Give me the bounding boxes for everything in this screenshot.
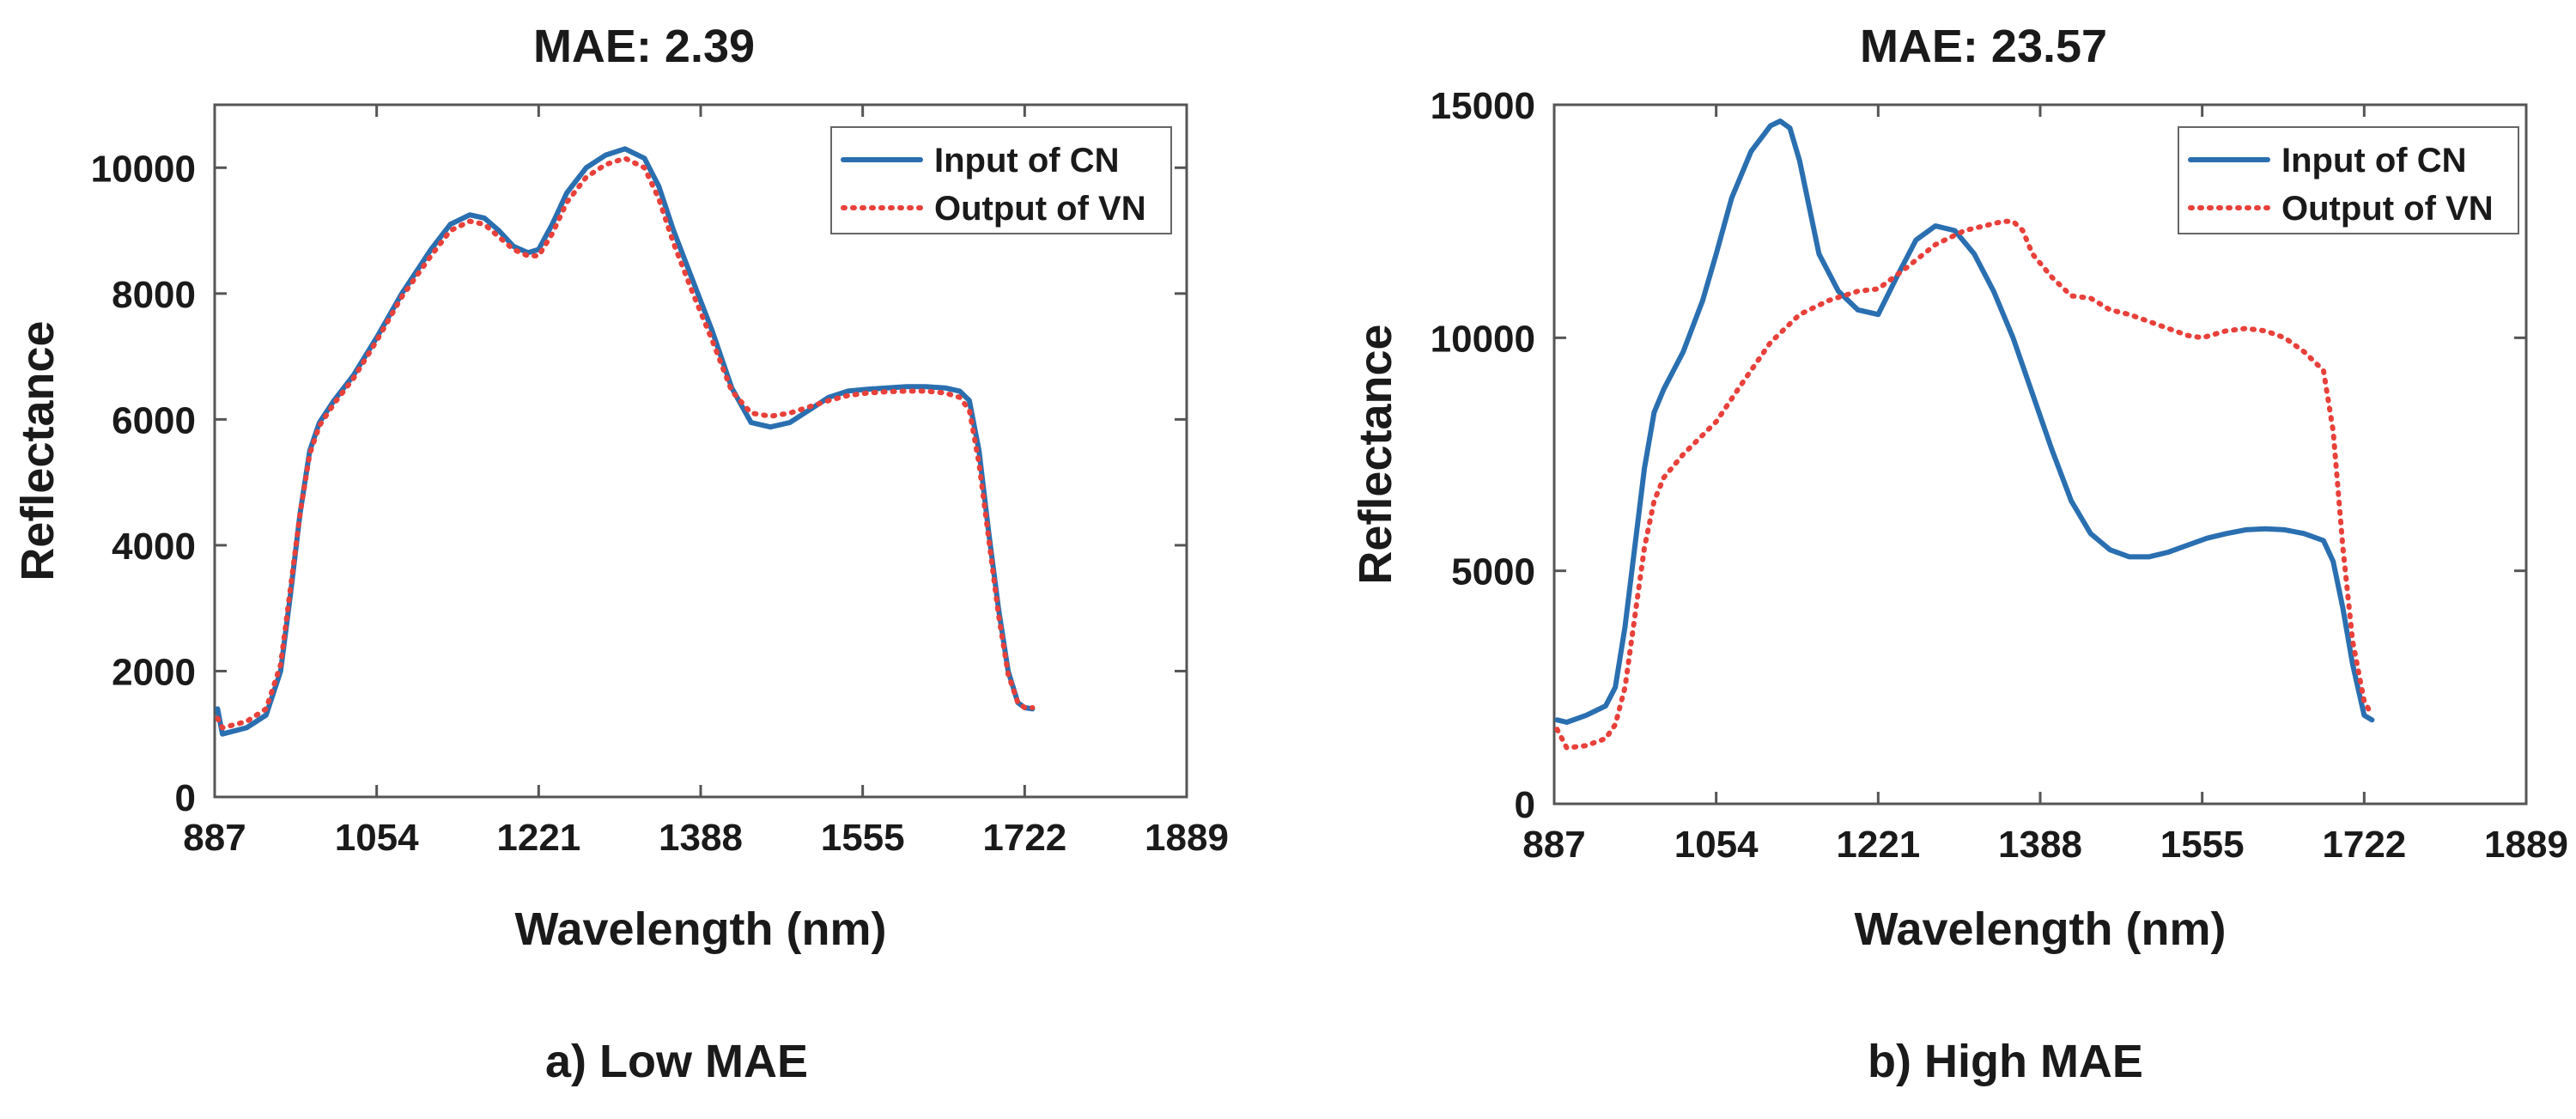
legend-box	[830, 126, 1172, 234]
series-line-input-of-cn	[1554, 119, 2375, 725]
y-tick-label: 10000	[91, 148, 196, 190]
x-tick-label: 1388	[659, 817, 743, 859]
x-tick-label: 887	[183, 817, 246, 859]
y-tick-label: 10000	[1431, 318, 1535, 360]
x-tick-label: 1388	[1998, 824, 2082, 866]
x-tick-label: 1054	[1674, 824, 1759, 866]
y-tick-label: 0	[1515, 784, 1535, 826]
chart-title: MAE: 2.39	[533, 21, 755, 72]
legend-label: Input of CN	[934, 142, 1120, 179]
x-tick-label: 1889	[1145, 817, 1229, 859]
x-tick-label: 1221	[1836, 824, 1920, 866]
y-tick-label: 15000	[1431, 85, 1535, 127]
y-tick-label: 4000	[112, 526, 196, 568]
x-tick-label: 887	[1522, 824, 1585, 866]
y-tick-label: 6000	[112, 399, 196, 441]
x-tick-label: 1722	[2322, 824, 2406, 866]
x-tick-label: 1054	[335, 817, 419, 859]
y-tick-label: 0	[175, 777, 196, 819]
series-line-input-of-cn	[215, 146, 1036, 737]
x-tick-label: 1555	[821, 817, 905, 859]
legend-label: Output of VN	[2281, 190, 2494, 228]
x-axis-label: Wavelength (nm)	[1854, 903, 2226, 955]
series-line-output-of-vn	[1554, 218, 2375, 751]
chart-high-mae: 887 1054 1221 1388 1555 1722 1889 0 5000 10000 150…	[1350, 21, 2568, 955]
chart-title: MAE: 23.57	[1860, 21, 2107, 72]
y-tick-label: 8000	[112, 274, 196, 316]
y-tick-label: 2000	[112, 651, 196, 693]
x-tick-label: 1555	[2160, 824, 2245, 866]
x-tick-label: 1221	[496, 817, 580, 859]
legend: Input of CN Output of VN	[2178, 126, 2519, 234]
y-tick-label: 5000	[1451, 551, 1535, 593]
series-line-output-of-vn	[215, 155, 1036, 731]
y-axis-label: Reflectance	[1350, 324, 1401, 584]
legend-box	[2178, 126, 2519, 234]
legend: Input of CN Output of VN	[830, 126, 1172, 234]
legend-label: Input of CN	[2281, 142, 2467, 179]
subfigure-caption-a: a) Low MAE	[545, 1036, 808, 1087]
chart-low-mae: 887 1054 1221 1388 1555 1722 1889 0 2000 4000 6000…	[12, 21, 1229, 955]
x-axis-label: Wavelength (nm)	[514, 903, 886, 955]
subfigure-caption-b: b) High MAE	[1868, 1036, 2143, 1087]
x-tick-label: 1722	[982, 817, 1066, 859]
legend-label: Output of VN	[934, 190, 1146, 228]
y-axis-label: Reflectance	[12, 320, 64, 581]
x-tick-label: 1889	[2484, 824, 2568, 866]
